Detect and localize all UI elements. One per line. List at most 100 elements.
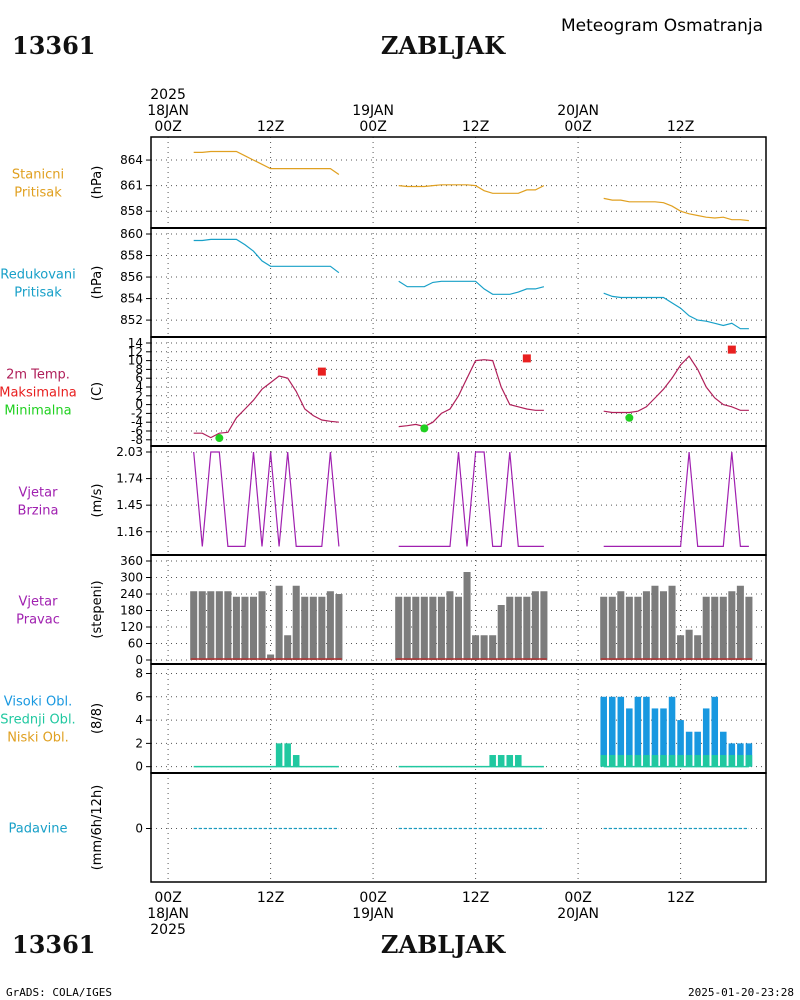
y-tick-label: 8 (135, 666, 143, 680)
wind-direction-bar (326, 591, 334, 660)
time-label-top: 18JAN (147, 103, 189, 119)
high-cloud-bar (608, 696, 616, 767)
y-tick-label: 852 (120, 313, 143, 327)
wind-direction-bar (198, 591, 206, 660)
wind-direction-bar (736, 585, 744, 660)
y-axis-label: (hPa) (90, 266, 105, 300)
panel-label: Pritisak (14, 286, 62, 301)
mid-cloud-bar (677, 755, 684, 767)
y-tick-label: 0 (135, 398, 143, 412)
time-label-top: 12Z (257, 119, 284, 135)
high-cloud-bar (634, 696, 642, 767)
wind_speed-line (398, 451, 544, 548)
y-tick-label: 4 (135, 713, 143, 727)
tmin-marker (215, 434, 224, 443)
y-tick-label: 0 (135, 653, 143, 667)
panel-label: Vjetar (19, 486, 59, 501)
high-cloud-bar (668, 696, 676, 767)
station_pressure-line (193, 150, 340, 175)
time-label-bottom: 00Z (359, 890, 386, 906)
reduced_pressure-line (398, 280, 545, 295)
tmax-marker (522, 354, 531, 363)
wind-direction-bar (403, 596, 411, 660)
wind-direction-bar (284, 635, 292, 660)
wind-direction-bar (241, 596, 249, 660)
wind-direction-bar (711, 596, 719, 660)
wind-direction-bar (617, 591, 625, 660)
plot-area: 858861864(hPa)StanicniPritisak8528548568… (0, 87, 767, 938)
mid-cloud-bar (711, 755, 719, 767)
wind-direction-bar (685, 629, 693, 660)
panel-frame (150, 136, 767, 229)
mid-cloud-bar (668, 755, 676, 767)
station-id-top: 13361 (12, 31, 96, 60)
wind-direction-bar (207, 591, 215, 660)
wind_speed-line (193, 451, 340, 548)
wind-direction-bar (634, 596, 642, 660)
wind-direction-bar (232, 596, 240, 660)
y-tick-label: -4 (131, 415, 143, 429)
mid-cloud-bar (720, 755, 727, 767)
station-id-bottom: 13361 (12, 930, 96, 959)
wind-direction-bar (625, 596, 633, 660)
credit-text: GrADS: COLA/IGES (6, 986, 112, 999)
wind-direction-bar (249, 596, 258, 660)
time-label-top: 19JAN (352, 103, 394, 119)
panel-label: Minimalna (4, 404, 71, 419)
wind-direction-bar (437, 596, 445, 660)
wind-direction-bar (745, 596, 753, 660)
tmax-marker (727, 345, 736, 354)
y-tick-label: -2 (131, 406, 143, 420)
reduced_pressure-line (193, 238, 340, 274)
time-label-bottom: 12Z (462, 890, 489, 906)
wind_speed-line (603, 451, 749, 548)
wind-direction-bar (275, 585, 283, 660)
time-label-top: 2025 (150, 87, 186, 103)
y-tick-label: 2.03 (116, 445, 143, 459)
wind-direction-bar (600, 596, 608, 660)
y-tick-label: 1.74 (116, 472, 143, 486)
high-cloud-bar (694, 731, 701, 767)
panel-label: Vjetar (19, 595, 59, 610)
y-tick-label: -6 (131, 424, 143, 438)
wind-direction-bar (540, 591, 548, 660)
mid-cloud-bar (515, 755, 522, 767)
y-tick-label: 120 (120, 620, 143, 634)
y-tick-label: 2 (135, 389, 143, 403)
y-tick-label: 6 (135, 371, 143, 385)
panel-label: Niski Obl. (7, 731, 69, 746)
panel-label: Brzina (18, 504, 59, 519)
wind-direction-bar (301, 596, 309, 660)
y-tick-label: 180 (120, 604, 143, 618)
y-tick-label: 864 (120, 153, 143, 167)
tmin-marker (625, 413, 634, 422)
high-cloud-bar (711, 696, 719, 767)
time-label-bottom: 19JAN (352, 906, 394, 922)
panel-label: Visoki Obl. (4, 695, 72, 710)
temperature-line (603, 355, 749, 414)
panel-precipitation: 0 (mm/6h/12h) Padavine (9, 772, 767, 883)
y-tick-label: 854 (120, 292, 143, 306)
wind-direction-bar (608, 596, 616, 660)
mid-cloud-bar (685, 755, 693, 767)
wind-direction-bar (420, 596, 428, 660)
mid-cloud-bar (626, 755, 633, 767)
y-axis-label: (m/s) (90, 484, 105, 518)
reduced_pressure-line (603, 292, 749, 330)
mid-cloud-bar (728, 755, 736, 767)
panel-label: Redukovani (0, 268, 75, 283)
y-tick-label: 0 (135, 760, 143, 774)
wind-direction-bar (215, 591, 223, 660)
panel-label: Maksimalna (0, 386, 77, 401)
y-tick-label: 6 (135, 690, 143, 704)
y-axis-label: (mm/6h/12h) (90, 785, 105, 871)
wind-direction-bar (497, 605, 505, 660)
mid-cloud-bar (702, 755, 710, 767)
wind-direction-bar (728, 591, 736, 660)
panel-clouds: 0 2 4 6 8 (8/8) Visoki Obl. Srednji Obl. Niski O… (0, 663, 767, 774)
wind-direction-bar (258, 591, 266, 660)
panel-label: Pravac (16, 613, 60, 628)
wind-direction-bar (335, 594, 343, 660)
